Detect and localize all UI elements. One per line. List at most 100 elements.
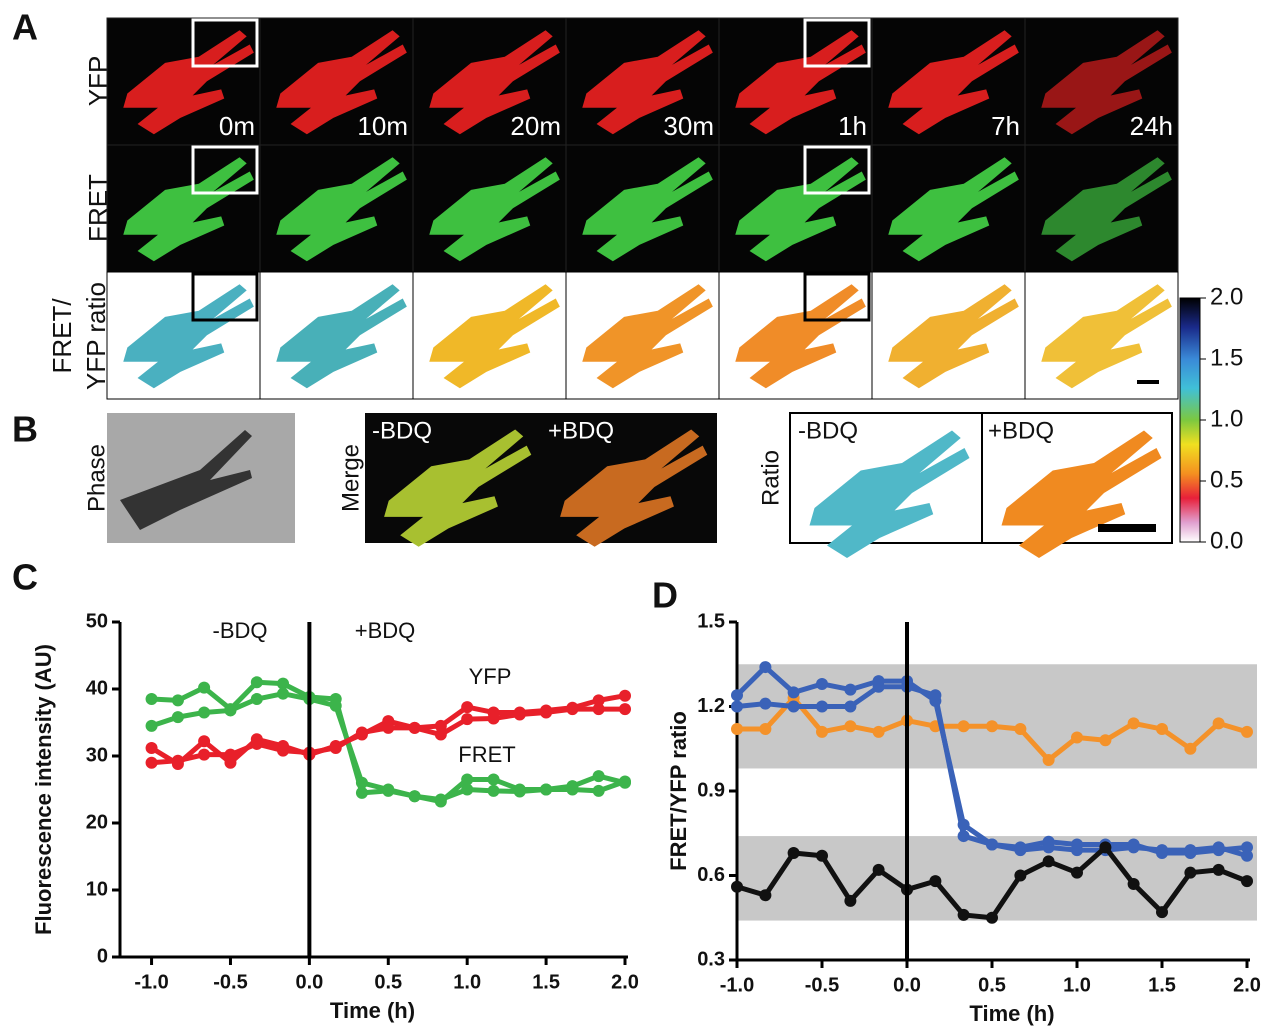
data-point [355,776,368,789]
data-point [619,703,631,716]
data-point [844,894,857,907]
data-point [1127,841,1140,854]
data-point [872,680,885,693]
data-point [566,783,579,796]
data-point [957,830,970,843]
merge-panel-label: -BDQ [372,417,432,444]
ratio-panel-label: +BDQ [988,417,1054,444]
data-point [1156,844,1168,857]
data-point [461,773,474,786]
panel-label: C [12,557,38,598]
roi-box [191,272,259,322]
data-point [461,713,474,726]
data-point [487,773,500,786]
ratio-panel-label: -BDQ [798,417,858,444]
annotation: +BDQ [355,618,416,643]
data-point [1042,841,1055,854]
y-tick-label: 30 [86,744,108,766]
data-point [872,863,885,876]
data-point [171,754,184,767]
roi-box [803,272,871,322]
data-point [1042,754,1055,767]
data-point [816,677,828,690]
data-point [759,889,772,902]
panel-label: B [12,409,38,450]
data-point [986,720,998,733]
data-point [816,849,828,862]
data-point [1241,849,1253,862]
data-point [487,784,500,797]
data-point [198,706,211,719]
data-point [1212,841,1225,854]
data-point [592,703,605,716]
x-tick-label: -1.0 [720,974,754,996]
roi-box [191,18,259,68]
data-point [1099,841,1112,854]
y-tick-label: 50 [86,610,108,632]
data-point [1241,725,1253,738]
y-axis-title: FRET/YFP ratio [666,711,691,871]
data-point [1014,869,1027,882]
data-point [844,720,857,733]
annotation: FRET [458,742,515,767]
data-point [145,719,158,732]
data-point [844,700,857,713]
data-point [1184,844,1197,857]
data-point [434,793,447,806]
data-point [566,703,579,716]
y-tick-label: 0.3 [697,948,725,970]
data-point [592,784,605,797]
data-point [277,677,290,690]
x-tick-label: 1.5 [532,971,560,993]
data-point [540,706,553,719]
data-point [408,790,421,803]
x-tick-label: 1.5 [1148,974,1176,996]
data-point [1156,906,1168,919]
data-point [787,846,800,859]
y-axis-title: Fluorescence intensity (AU) [31,644,56,935]
y-tick-label: 1.5 [697,610,725,632]
panel-label: D [652,575,678,616]
panel-label: A [12,7,38,48]
data-point [277,687,290,700]
data-point [592,770,605,783]
scale-bar [1137,380,1159,384]
y-tick-label: 10 [86,878,108,900]
x-tick-label: 1.0 [1063,974,1091,996]
band [737,664,1257,769]
data-point [1127,717,1140,730]
colorbar [1179,297,1201,543]
data-point [355,786,368,799]
data-point [145,693,158,706]
data-point [145,741,158,754]
time-label: 20m [510,111,561,141]
data-point [957,720,970,733]
x-axis-title: Time (h) [330,998,415,1023]
data-point [1042,855,1055,868]
data-point [1071,866,1083,879]
data-point [224,748,237,761]
data-point [198,735,211,748]
data-point [329,741,342,754]
data-point [250,693,263,706]
x-tick-label: 0.5 [978,974,1006,996]
data-point [731,689,743,702]
time-label: 10m [357,111,408,141]
data-point [759,723,772,736]
data-point [731,700,743,713]
x-tick-label: 1.0 [453,971,481,993]
data-point [986,911,998,924]
data-point [513,708,526,721]
data-point [619,775,631,788]
data-point [816,700,828,713]
data-point [434,719,447,732]
data-point [461,783,474,796]
phase-cells [120,430,252,530]
annotation: -BDQ [213,618,268,643]
colorbar-tick-label: 1.0 [1210,405,1243,432]
data-point [844,683,857,696]
data-point [277,744,290,757]
time-label: 0m [219,111,255,141]
y-tick-label: 0.9 [697,779,725,801]
